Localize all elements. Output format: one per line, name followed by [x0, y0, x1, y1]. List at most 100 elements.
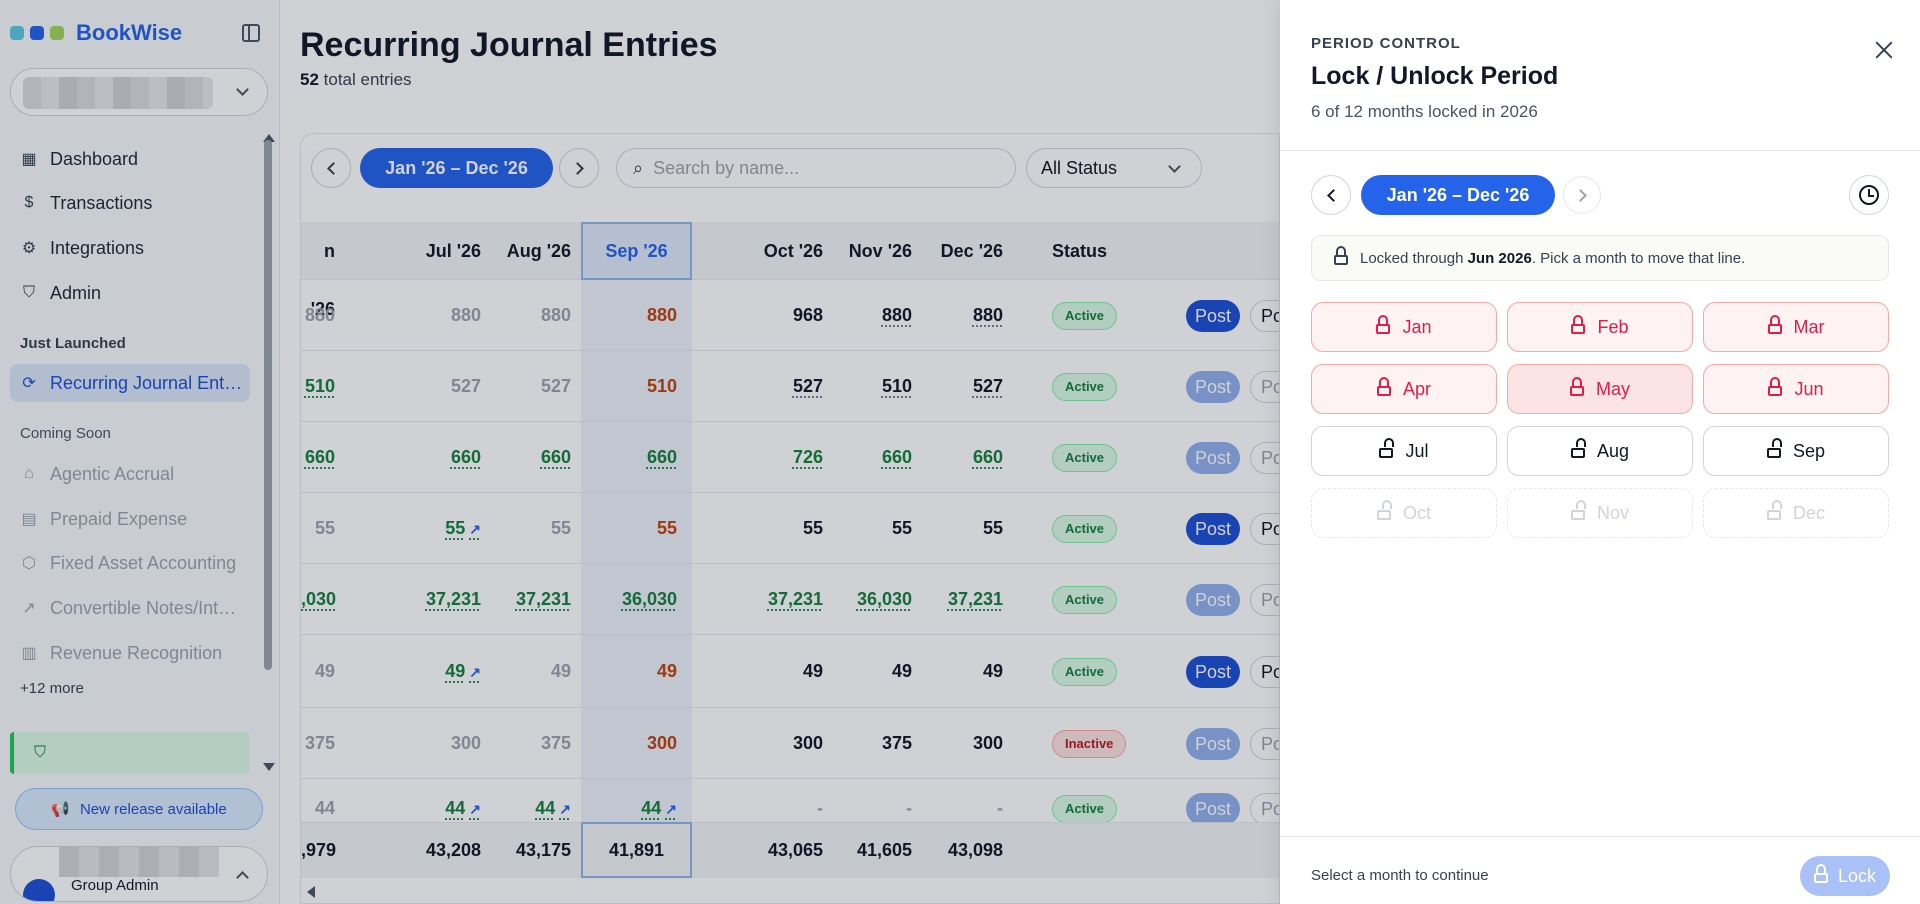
- user-menu[interactable]: Group Admin: [10, 846, 268, 902]
- nav-agentic-accrual[interactable]: ⌂ Agentic Accrual: [10, 455, 250, 493]
- table-row[interactable]: ,030 37,231 37,231 36,030 37,231 36,030 37,231…: [301, 564, 1279, 635]
- history-button[interactable]: [1849, 175, 1889, 215]
- month-button-aug[interactable]: Aug: [1507, 426, 1693, 476]
- table-cell[interactable]: 49 ↗: [361, 661, 481, 682]
- prev-year-button[interactable]: [1311, 175, 1351, 215]
- secondary-post-button[interactable]: Po: [1250, 442, 1279, 474]
- post-button[interactable]: Post: [1186, 300, 1240, 332]
- column-header[interactable]: Jul '26: [425, 241, 481, 261]
- post-button[interactable]: Post: [1186, 793, 1240, 825]
- column-header[interactable]: Status: [1052, 241, 1108, 261]
- month-button-jan[interactable]: Jan: [1311, 302, 1497, 352]
- table-cell[interactable]: 44 ↗: [581, 798, 677, 819]
- sidebar-collapse-icon[interactable]: [242, 24, 260, 42]
- next-range-button[interactable]: [559, 148, 599, 188]
- secondary-post-button[interactable]: Po: [1250, 300, 1279, 332]
- secondary-post-button[interactable]: Po: [1250, 371, 1279, 403]
- nav-fixed-asset-accounting[interactable]: ⬡ Fixed Asset Accounting: [10, 544, 250, 582]
- date-range-pill[interactable]: Jan '26 – Dec '26: [360, 148, 553, 188]
- horizontal-scrollbar[interactable]: [301, 879, 1279, 903]
- month-button-feb[interactable]: Feb: [1507, 302, 1693, 352]
- table-cell[interactable]: ,030: [301, 589, 336, 610]
- table-cell[interactable]: 37,231: [703, 589, 823, 610]
- next-year-button[interactable]: [1563, 176, 1601, 214]
- secondary-post-button[interactable]: Po: [1250, 793, 1279, 825]
- external-link-icon[interactable]: ↗: [469, 664, 481, 680]
- post-button[interactable]: Post: [1186, 513, 1240, 545]
- table-cell[interactable]: 660: [581, 447, 677, 468]
- table-row[interactable]: 660 660 660 660 726 660 660 Active Post Po: [301, 422, 1279, 493]
- nav-convertible-notes[interactable]: ↗ Convertible Notes/Int…: [10, 589, 250, 627]
- external-link-icon[interactable]: ↗: [469, 521, 481, 537]
- secondary-post-button[interactable]: Po: [1250, 584, 1279, 616]
- table-cell[interactable]: 726: [703, 447, 823, 468]
- table-cell[interactable]: 44 ↗: [361, 798, 481, 819]
- column-header[interactable]: Oct '26: [763, 241, 823, 261]
- month-button-may[interactable]: May: [1507, 364, 1693, 414]
- column-header[interactable]: Nov '26: [848, 241, 912, 261]
- nav-transactions[interactable]: $ Transactions: [10, 184, 250, 222]
- nav-dashboard[interactable]: ▦ Dashboard: [10, 140, 250, 178]
- table-cell[interactable]: 55 ↗: [361, 518, 481, 539]
- post-button[interactable]: Post: [1186, 728, 1240, 760]
- table-row[interactable]: 375 300 375 300 300 375 300 Inactive Post Po: [301, 708, 1279, 779]
- month-button-sep[interactable]: Sep: [1703, 426, 1889, 476]
- security-banner[interactable]: ⛉: [10, 732, 250, 774]
- month-button-mar[interactable]: Mar: [1703, 302, 1889, 352]
- table-cell[interactable]: 660: [792, 447, 912, 468]
- table-row[interactable]: 880 880 880 880 968 880 880 Active Post Po: [301, 280, 1279, 351]
- nav-recurring-journal-entries[interactable]: ⟳ Recurring Journal Ent…: [10, 364, 250, 402]
- table-cell[interactable]: 36,030: [581, 589, 677, 610]
- organization-switcher[interactable]: [10, 68, 268, 116]
- external-link-icon[interactable]: ↗: [469, 801, 481, 817]
- scroll-down-arrow[interactable]: [263, 763, 275, 771]
- external-link-icon[interactable]: ↗: [665, 801, 677, 817]
- new-release-button[interactable]: 📢 New release available: [15, 788, 263, 830]
- nav-integrations[interactable]: ⚙ Integrations: [10, 229, 250, 267]
- month-button-jun[interactable]: Jun: [1703, 364, 1889, 414]
- month-button-apr[interactable]: Apr: [1311, 364, 1497, 414]
- nav-revenue-recognition[interactable]: ▥ Revenue Recognition: [10, 634, 250, 672]
- secondary-post-button[interactable]: Po: [1250, 513, 1279, 545]
- table-cell[interactable]: 44 ↗: [451, 798, 571, 819]
- secondary-post-button[interactable]: Po: [1250, 728, 1279, 760]
- sidebar-scrollbar[interactable]: [264, 140, 272, 670]
- nav-admin[interactable]: ⛉ Admin: [10, 274, 250, 312]
- column-header-selected[interactable]: Sep '26: [581, 222, 692, 280]
- table-cell[interactable]: 660: [451, 447, 571, 468]
- column-header[interactable]: n '26: [310, 241, 335, 319]
- column-header[interactable]: Aug '26: [506, 241, 571, 261]
- table-cell[interactable]: 37,231: [361, 589, 481, 610]
- table-cell[interactable]: 37,231: [883, 589, 1003, 610]
- table-cell[interactable]: 37,231: [451, 589, 571, 610]
- table-cell[interactable]: 510: [301, 376, 335, 397]
- column-header[interactable]: Dec '26: [940, 241, 1003, 261]
- external-link-icon[interactable]: ↗: [559, 801, 571, 817]
- scroll-up-arrow[interactable]: [263, 134, 275, 142]
- post-button[interactable]: Post: [1186, 584, 1240, 616]
- close-icon[interactable]: [1872, 38, 1896, 62]
- month-button-jul[interactable]: Jul: [1311, 426, 1497, 476]
- post-button[interactable]: Post: [1186, 371, 1240, 403]
- prev-range-button[interactable]: [311, 148, 351, 188]
- nav-prepaid-expense[interactable]: ▤ Prepaid Expense: [10, 500, 250, 538]
- drawer-range-pill[interactable]: Jan '26 – Dec '26: [1361, 175, 1555, 215]
- scroll-left-arrow[interactable]: [307, 886, 315, 898]
- search-box[interactable]: ⌕: [616, 148, 1016, 188]
- modal-backdrop[interactable]: [0, 0, 1280, 904]
- post-button[interactable]: Post: [1186, 656, 1240, 688]
- table-cell[interactable]: 36,030: [792, 589, 912, 610]
- status-filter-select[interactable]: All Status: [1026, 148, 1202, 188]
- table-cell[interactable]: 660: [883, 447, 1003, 468]
- post-button[interactable]: Post: [1186, 442, 1240, 474]
- table-cell[interactable]: 660: [301, 447, 335, 468]
- brand[interactable]: BookWise: [10, 20, 182, 46]
- search-input[interactable]: [653, 157, 984, 179]
- more-items-link[interactable]: +12 more: [20, 680, 84, 697]
- secondary-post-button[interactable]: Po: [1250, 656, 1279, 688]
- table-cell[interactable]: 660: [361, 447, 481, 468]
- table-row[interactable]: 510 527 527 510 527 510 527 Active Post Po: [301, 351, 1279, 422]
- lock-button[interactable]: Lock: [1800, 856, 1890, 896]
